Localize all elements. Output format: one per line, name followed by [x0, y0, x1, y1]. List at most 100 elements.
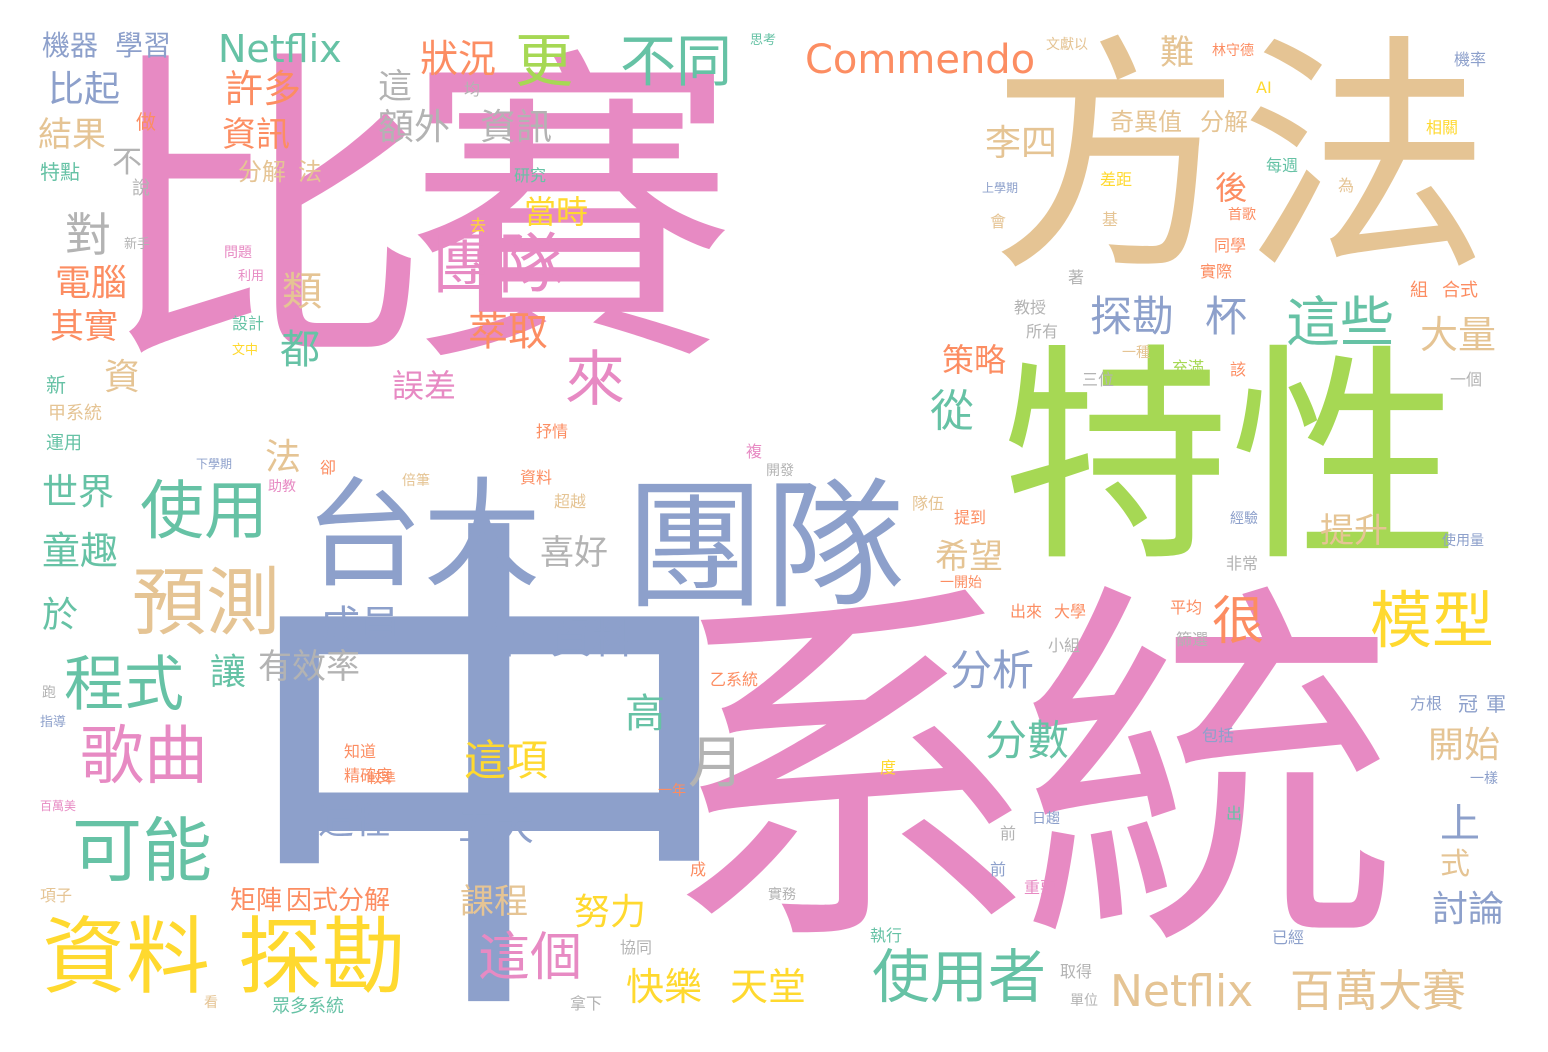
word-netflix-top: Netflix — [218, 27, 342, 71]
word-netflix-bottom: Netflix — [1110, 966, 1254, 1017]
word-ziliao-mid: 資料 — [550, 614, 635, 663]
word-zhidao: 知道 — [344, 742, 377, 761]
word-cuiqu: 萃取 — [468, 309, 548, 355]
word-hen: 很 — [1212, 592, 1265, 652]
word-nian: 年 — [486, 614, 529, 663]
word-qu: 去 — [470, 216, 487, 235]
word-duiwu: 隊伍 — [912, 494, 945, 513]
word-kan: 看 — [204, 995, 218, 1011]
word-chu: 出 — [1226, 804, 1243, 823]
word-tidao: 提到 — [954, 508, 987, 527]
word-yikaishi: 一開始 — [940, 575, 982, 591]
word-fenxi: 分析 — [950, 646, 1035, 695]
word-chulai: 出來 — [1010, 602, 1043, 621]
word-nuli: 努力 — [574, 892, 647, 933]
word-gai: 該 — [1230, 360, 1247, 379]
word-yinian: 一年 — [658, 783, 686, 799]
word-tankan-mid: 探勘 — [1090, 292, 1175, 341]
word-danwei: 單位 — [1070, 993, 1098, 1009]
word-yunyong: 運用 — [46, 433, 82, 454]
word-fenshu: 分數 — [985, 716, 1070, 765]
word-zhege: 這個 — [478, 928, 583, 988]
word-jiaoshou: 教授 — [1014, 298, 1047, 317]
word-shiwu: 實務 — [768, 887, 796, 903]
word-fangfa: 方法 — [990, 14, 1490, 305]
word-xihao: 喜好 — [540, 533, 608, 573]
word-shiji: 實際 — [1200, 262, 1233, 281]
word-jingyan: 經驗 — [1230, 511, 1258, 527]
word-yanjiu: 研究 — [514, 166, 547, 185]
word-zuo: 做 — [136, 110, 156, 134]
word-zhe-small: 著 — [1068, 268, 1085, 287]
word-liyong: 利用 — [238, 269, 265, 284]
word-youxiaolv: 有效率 — [258, 647, 360, 687]
word-xin: 新 — [46, 373, 66, 397]
word-zhongyao: 重要 — [1024, 878, 1057, 897]
word-tisheng: 提升 — [1320, 511, 1388, 551]
word-tiantang: 天堂 — [730, 965, 807, 1009]
word-celue: 策略 — [942, 341, 1007, 379]
word-sanwei: 三位 — [1082, 370, 1115, 389]
word-heshi: 合式 — [1442, 280, 1478, 301]
word-zhezhong: 這種 — [318, 801, 391, 842]
word-taida: 台大 — [305, 466, 542, 604]
word-yuce: 預測 — [132, 560, 280, 646]
word-cong: 從 — [930, 386, 974, 437]
word-gao: 高 — [625, 691, 665, 737]
word-fanggen: 方根 — [1410, 694, 1443, 713]
word-xiangzi: 項子 — [40, 886, 73, 905]
word-wenxianyi: 文獻以 — [1046, 37, 1088, 53]
word-shuo: 說 — [132, 178, 150, 199]
word-zi: 資 — [104, 357, 141, 398]
word-chongman: 充滿 — [1172, 358, 1205, 377]
word-zhuangkuang: 狀況 — [420, 37, 497, 81]
word-taolun: 討論 — [1432, 889, 1505, 930]
word-xiaozu: 小組 — [1048, 636, 1081, 655]
word-zixun-left: 資訊 — [222, 115, 290, 155]
word-qian: 前 — [990, 860, 1007, 879]
word-naxia: 拿下 — [570, 994, 603, 1013]
word-tedian: 特點 — [40, 160, 80, 184]
word-zhe-top: 這 — [378, 67, 412, 107]
word-shouge: 首歌 — [1228, 207, 1256, 223]
word-geng: 更 — [515, 27, 574, 95]
word-zixun-gray: 資訊 — [480, 107, 553, 148]
word-qian-2: 前 — [1000, 824, 1017, 843]
word-xinshou: 新手 — [124, 237, 151, 252]
word-qude: 取得 — [1060, 962, 1093, 981]
word-dangshi: 當時 — [524, 193, 589, 231]
word-jingquedu: 精確度 — [344, 766, 393, 785]
word-lisi: 李四 — [985, 123, 1058, 164]
word-xiangguan: 相關 — [1426, 118, 1459, 137]
word-shang: 上 — [1440, 801, 1480, 847]
word-bisai: 比賽 — [100, 23, 736, 407]
word-baiwanmei: 百萬美 — [40, 799, 77, 813]
word-qiyizhi: 奇異值 — [1110, 108, 1182, 136]
word-sheji: 設計 — [232, 314, 265, 333]
word-tuandui-large: 團隊 — [625, 466, 906, 629]
word-zhexie: 這些 — [1286, 291, 1394, 354]
word-shijie: 世界 — [42, 472, 115, 513]
word-wei: 為 — [1338, 176, 1355, 195]
word-shi: 式 — [1440, 847, 1470, 882]
word-wenti: 問題 — [224, 245, 252, 261]
word-daliang: 大量 — [1420, 313, 1497, 357]
word-shiyong: 使用 — [140, 475, 268, 549]
word-xiaxueqi: 下學期 — [196, 457, 233, 471]
word-chaoyue: 超越 — [554, 492, 587, 511]
word-gequ: 歌曲 — [80, 720, 208, 794]
word-xietong: 協同 — [620, 938, 653, 957]
word-wuda: 五大 — [458, 805, 535, 849]
word-zhong: 中 — [230, 477, 750, 1052]
word-bei: 杯 — [1205, 292, 1248, 341]
word-xiaozu-2: 小組 — [1026, 640, 1028, 641]
word-wucha: 誤差 — [392, 367, 457, 405]
word-du: 度 — [880, 758, 897, 777]
word-texing: 特性 — [1000, 326, 1461, 593]
word-wenzhong: 文中 — [232, 343, 259, 358]
word-jieguo: 結果 — [38, 115, 106, 155]
word-chengyuan: 成員 — [320, 603, 400, 649]
word-ai: AI — [1256, 78, 1272, 97]
word-diannao: 電腦 — [55, 263, 128, 304]
word-jilv: 機率 — [1454, 50, 1487, 69]
